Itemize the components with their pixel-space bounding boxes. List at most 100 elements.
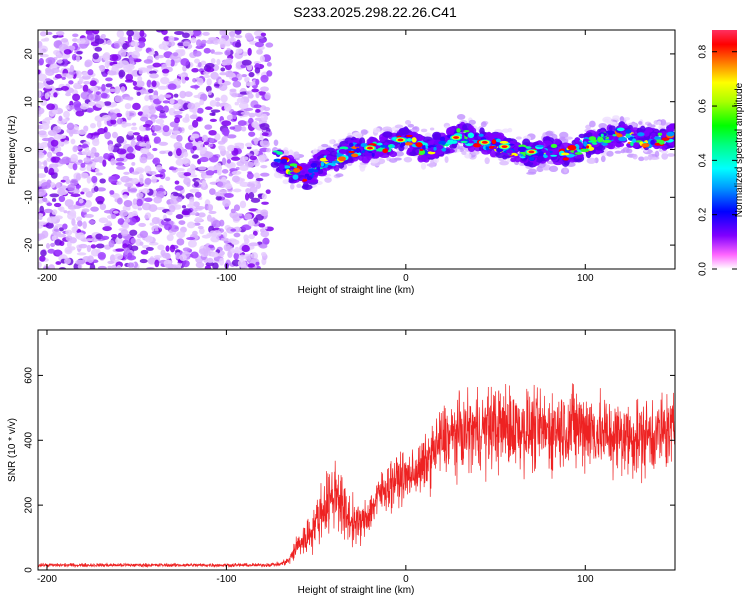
trace-core: [460, 140, 468, 144]
noise-blob: [210, 251, 219, 258]
noise-blob: [99, 203, 107, 211]
noise-blob: [182, 260, 190, 268]
noise-blob: [38, 73, 47, 82]
noise-blob: [121, 121, 128, 128]
noise-blob: [239, 165, 249, 172]
snr-series-line: [38, 383, 675, 568]
noise-blob: [245, 187, 251, 194]
trace-halo: [412, 126, 418, 130]
noise-blob: [149, 73, 159, 79]
noise-blob: [248, 234, 256, 240]
noise-blob: [174, 30, 184, 35]
trace-core: [495, 138, 501, 143]
trace-core: [550, 143, 558, 149]
noise-blob: [143, 59, 154, 64]
noise-blob: [131, 122, 137, 126]
noise-blob: [232, 188, 242, 193]
noise-blob: [220, 94, 228, 103]
noise-blob: [209, 99, 217, 107]
noise-blob: [124, 182, 134, 187]
noise-blob: [231, 77, 239, 82]
noise-blob: [195, 76, 200, 82]
x-tick-label: -200: [37, 273, 57, 284]
noise-blob: [80, 162, 86, 168]
noise-blob: [51, 197, 57, 202]
noise-blob: [260, 113, 268, 122]
noise-blob: [261, 201, 269, 205]
noise-blob: [243, 234, 249, 242]
trace-halo: [586, 157, 597, 164]
noise-blob: [181, 205, 187, 209]
noise-blob: [179, 254, 187, 261]
noise-blob: [224, 183, 233, 190]
noise-blob: [102, 159, 107, 167]
trace-core: [632, 138, 637, 143]
noise-blob: [90, 244, 97, 249]
noise-blob: [196, 140, 204, 149]
noise-blob: [145, 141, 151, 150]
noise-blob: [141, 188, 150, 194]
noise-blob: [183, 102, 189, 110]
noise-blob: [186, 221, 196, 229]
noise-blob: [91, 164, 96, 170]
trace-core: [616, 133, 623, 138]
noise-blob: [203, 250, 209, 257]
trace-core: [506, 149, 514, 154]
noise-blob: [193, 50, 202, 57]
noise-blob: [116, 118, 124, 125]
noise-blob: [220, 237, 230, 242]
noise-blob: [44, 92, 50, 100]
noise-blob: [205, 67, 215, 73]
noise-blob: [138, 69, 143, 75]
noise-blob: [108, 239, 115, 248]
trace-halo: [638, 156, 645, 162]
trace-core: [478, 133, 484, 137]
noise-blob: [205, 170, 215, 176]
noise-blob: [95, 101, 105, 108]
noise-blob: [203, 47, 211, 54]
noise-blob: [46, 202, 53, 207]
trace-core: [467, 132, 475, 139]
noise-blob: [73, 82, 81, 90]
trace-base: [642, 130, 650, 137]
noise-blob: [55, 182, 61, 189]
noise-blob: [198, 166, 207, 171]
colorbar: 0.0 0.2 0.4 0.6 0.8 Normalized spectral ampl…: [698, 30, 745, 276]
noise-blob: [253, 137, 259, 146]
noise-blob: [122, 205, 128, 211]
trace-core: [601, 142, 608, 146]
noise-blob: [92, 139, 100, 147]
noise-blob: [124, 218, 131, 223]
noise-blob: [44, 85, 54, 89]
noise-blob: [53, 202, 62, 208]
noise-blob: [76, 51, 83, 55]
noise-blob: [158, 94, 165, 102]
noise-blob: [246, 172, 254, 180]
noise-blob: [111, 66, 118, 72]
noise-blob: [64, 199, 74, 207]
trace-core: [338, 148, 347, 154]
noise-blob: [240, 264, 248, 269]
noise-blob: [252, 230, 258, 236]
noise-blob: [153, 196, 162, 204]
trace-halo: [632, 153, 638, 160]
noise-blob: [86, 175, 92, 184]
noise-blob: [77, 129, 87, 135]
trace-halo: [352, 132, 363, 139]
noise-blob: [120, 229, 129, 237]
noise-blob: [189, 212, 197, 216]
trace-base: [620, 123, 628, 129]
noise-blob: [189, 188, 200, 193]
trace-halo: [282, 179, 290, 185]
trace-halo: [321, 143, 329, 148]
trace-core: [400, 141, 406, 147]
noise-blob: [239, 142, 245, 150]
noise-blob: [241, 224, 252, 231]
noise-blob: [124, 103, 132, 110]
noise-blob: [266, 62, 272, 67]
trace-base: [578, 133, 586, 139]
noise-blob: [238, 254, 246, 260]
noise-blob: [155, 118, 165, 125]
trace-core: [356, 143, 361, 147]
